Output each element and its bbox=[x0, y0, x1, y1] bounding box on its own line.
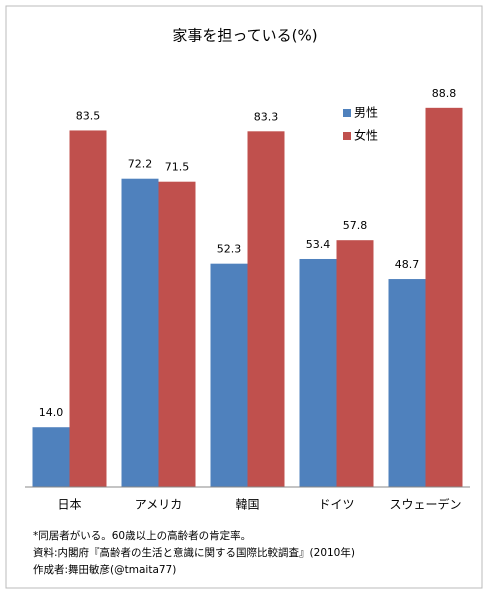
footnote: 資料:内閣府『高齢者の生活と意識に関する国際比較調査』(2010年) bbox=[33, 546, 355, 559]
bar bbox=[388, 279, 426, 487]
bar bbox=[32, 427, 70, 487]
value-label: 83.5 bbox=[76, 109, 101, 122]
bar bbox=[247, 131, 285, 487]
x-tick-label: ドイツ bbox=[318, 498, 354, 512]
bar bbox=[299, 258, 337, 487]
legend-swatch bbox=[343, 132, 351, 140]
legend-label: 男性 bbox=[354, 106, 378, 120]
x-tick-label: 日本 bbox=[57, 498, 81, 512]
bar bbox=[69, 130, 107, 487]
x-tick-label: 韓国 bbox=[235, 498, 259, 512]
bar bbox=[425, 107, 463, 487]
footnote: 作成者:舞田敏彦(@tmaita77) bbox=[33, 563, 176, 576]
bar bbox=[210, 263, 248, 487]
value-label: 88.8 bbox=[432, 87, 457, 100]
footnote: *同居者がいる。60歳以上の高齢者の肯定率。 bbox=[33, 529, 251, 542]
value-label: 72.2 bbox=[128, 158, 153, 171]
value-label: 14.0 bbox=[39, 406, 64, 419]
value-label: 53.4 bbox=[306, 238, 331, 251]
value-label: 52.3 bbox=[217, 243, 242, 256]
bar bbox=[121, 178, 159, 487]
bar bbox=[336, 240, 374, 487]
x-tick-label: スウェーデン bbox=[389, 497, 461, 512]
chart-title: 家事を担っている(%) bbox=[172, 27, 317, 45]
value-label: 57.8 bbox=[343, 219, 368, 232]
value-label: 71.5 bbox=[165, 161, 190, 174]
x-tick-label: アメリカ bbox=[135, 498, 182, 512]
value-label: 48.7 bbox=[395, 258, 420, 271]
legend-swatch bbox=[343, 109, 351, 117]
bar bbox=[158, 181, 196, 487]
legend-label: 女性 bbox=[354, 128, 378, 143]
value-label: 83.3 bbox=[254, 110, 279, 123]
